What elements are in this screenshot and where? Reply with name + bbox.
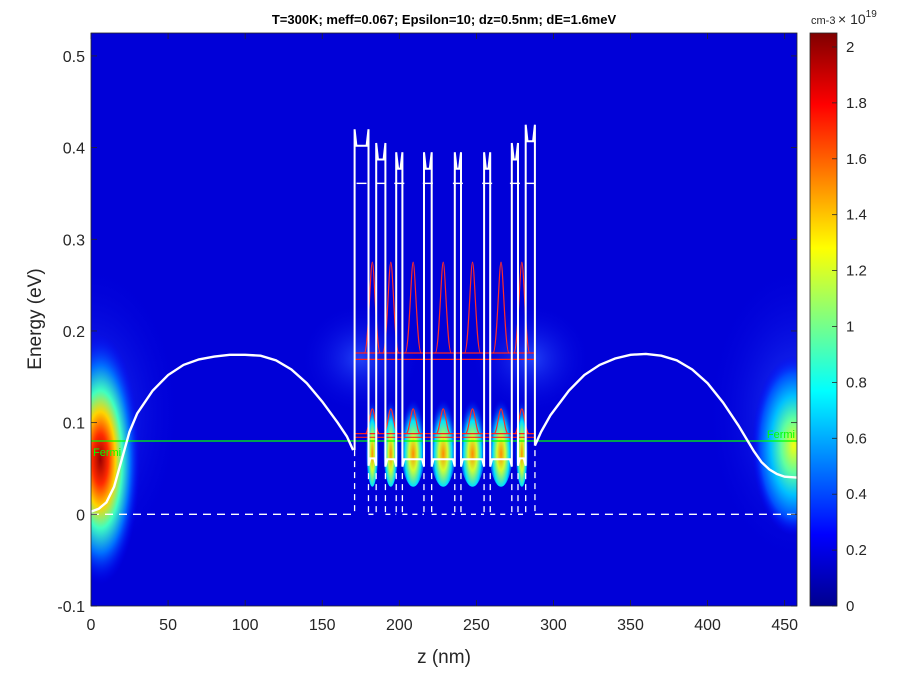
y-tick-label: 0.4: [63, 141, 85, 158]
wavefunction: [435, 408, 451, 435]
colorbar-tick-label: 2: [846, 39, 854, 56]
density-well-blob: [399, 376, 427, 487]
wavefunction: [404, 261, 422, 354]
colorbar-tick-label: 0.6: [846, 430, 867, 447]
y-axis-label: Energy (eV): [25, 268, 46, 369]
conduction-band-left: [91, 353, 355, 513]
wavefunction: [492, 261, 510, 354]
fermi-label: Fermi: [767, 429, 795, 441]
x-tick-label: 300: [540, 617, 567, 634]
x-tick-label: 0: [87, 617, 96, 634]
density-blob-right: [751, 355, 797, 536]
density-well-blob: [365, 376, 380, 487]
wavefunction: [513, 261, 531, 354]
y-tick-label: -0.1: [57, 599, 85, 616]
wavefunction: [405, 408, 421, 435]
x-tick-label: 150: [309, 617, 336, 634]
wavefunction: [463, 261, 482, 354]
colorbar-tick-label: 1.6: [846, 151, 867, 168]
density-well-blob: [428, 376, 458, 487]
density-haze: [470, 303, 591, 414]
x-tick-label: 250: [463, 617, 490, 634]
superlattice-band: [353, 124, 536, 467]
colorbar-tick-label: 0: [846, 598, 854, 615]
colorbar-ticks: 0 0.2 0.4 0.6 0.8 1 1.2 1.4 1.6 1.8 2: [832, 39, 867, 615]
x-tick-label: 100: [232, 617, 259, 634]
y-axis: -0.1 0 0.1 0.2 0.3 0.4 0.5: [57, 49, 797, 616]
y-tick-label: 0: [76, 507, 85, 524]
wavefunction: [434, 261, 452, 354]
x-axis: 0 50 100 150 200 250 300 350 400 450: [87, 33, 798, 634]
density-well-blob: [487, 376, 515, 487]
y-tick-label: 0.5: [63, 49, 85, 66]
colorbar-tick-label: 1.2: [846, 263, 867, 280]
x-axis-label: z (nm): [417, 647, 471, 668]
chart-title: T=300K; meff=0.067; Epsilon=10; dz=0.5nm…: [272, 12, 617, 27]
fermi-label: Fermi: [93, 447, 121, 459]
conduction-band-right: [533, 352, 797, 479]
wavefunction: [363, 261, 381, 354]
x-tick-label: 350: [617, 617, 644, 634]
x-tick-label: 50: [159, 617, 177, 634]
x-tick-label: 400: [694, 617, 721, 634]
wavefunction: [464, 408, 481, 435]
y-tick-label: 0.3: [63, 232, 85, 249]
x-tick-label: 450: [771, 617, 798, 634]
colorbar-tick-label: 1.4: [846, 207, 867, 224]
y-tick-label: 0.2: [63, 324, 85, 341]
colorbar-tick-label: 0.4: [846, 486, 867, 503]
x-tick-label: 200: [386, 617, 413, 634]
colorbar-tick-label: 1.8: [846, 95, 867, 112]
plot-area: [91, 33, 797, 606]
density-blob-left: [91, 334, 141, 585]
colorbar-tick-label: 0.8: [846, 374, 867, 391]
colorbar: [809, 32, 838, 607]
y-tick-label: 0.1: [63, 416, 85, 433]
density-well-blob: [457, 376, 488, 487]
colorbar-tick-label: 1: [846, 318, 854, 335]
colorbar-tick-label: 0.2: [846, 542, 867, 559]
colorbar-unit: cm-3: [811, 15, 835, 27]
band-curves: Fermi Fermi: [91, 124, 797, 516]
density-well-blob: [514, 376, 529, 487]
colorbar-exponent: × 1019: [838, 9, 877, 27]
wavefunction: [493, 408, 509, 435]
